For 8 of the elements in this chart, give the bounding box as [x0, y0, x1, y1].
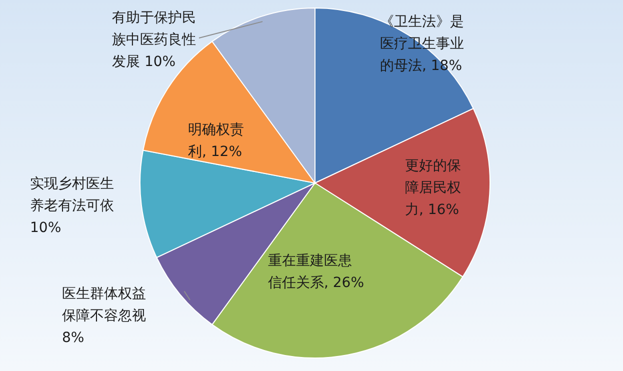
- slice-label: 重在重建医患信任关系, 26%: [268, 253, 364, 291]
- data-label: 10%: [30, 220, 62, 236]
- slice-label: 更好的保障居民权力, 16%: [405, 158, 461, 218]
- slice-label: 有助于保护民族中医药良性发展 10%: [112, 10, 196, 70]
- slice-label: 医生群体权益保障不容忽视: [62, 286, 146, 324]
- slice-label: 实现乡村医生养老有法可依: [30, 176, 114, 214]
- slice-label: 明确权责利, 12%: [188, 122, 244, 160]
- data-label: 8%: [62, 330, 84, 346]
